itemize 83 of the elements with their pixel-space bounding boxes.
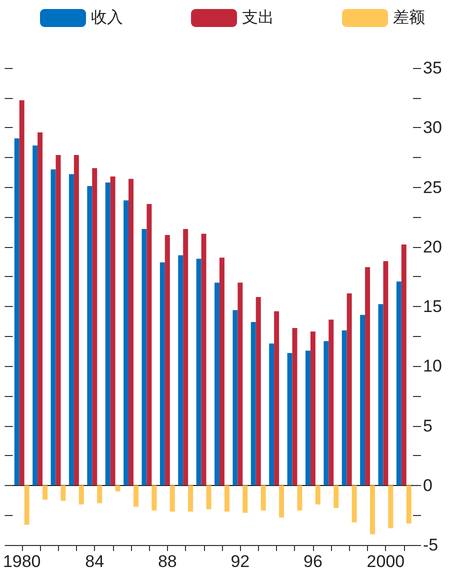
bar: [133, 485, 138, 507]
bar: [256, 296, 261, 486]
legend-label: 收入: [91, 8, 123, 26]
bar: [324, 341, 329, 486]
bar: [196, 258, 202, 486]
bar: [360, 314, 366, 486]
bar: [250, 322, 256, 486]
x-tick-label: 1980: [2, 552, 41, 571]
y-tick-label: 30: [423, 118, 442, 138]
bar: [383, 261, 388, 486]
y-tick-label: 25: [423, 178, 442, 197]
y-tick-label: 15: [423, 297, 442, 316]
bar: [105, 182, 110, 486]
bar: [50, 169, 56, 486]
bar: [346, 293, 352, 486]
bar: [287, 353, 292, 486]
bar: [68, 174, 74, 486]
y-tick-label: 10: [423, 356, 442, 376]
bar: [38, 132, 43, 486]
bar: [219, 258, 224, 486]
bar: [328, 320, 334, 486]
x-tick-label: 84: [85, 552, 104, 571]
bar: [365, 267, 370, 486]
bar: [42, 485, 48, 500]
bar: [342, 330, 347, 486]
bar: [74, 155, 79, 486]
x-tick-label: 2000: [366, 552, 405, 571]
bar: [32, 146, 38, 486]
bar: [115, 485, 120, 492]
bar: [142, 228, 147, 486]
bar: [224, 485, 230, 512]
bar: [297, 485, 302, 510]
bar: [160, 262, 165, 486]
bar: [201, 234, 206, 486]
bar: [310, 332, 316, 486]
x-tick-label: 88: [158, 552, 177, 571]
bar: [238, 282, 243, 486]
bar: [24, 485, 30, 525]
legend-label: 差额: [393, 8, 425, 26]
bar: [124, 200, 129, 486]
bar: [292, 328, 298, 486]
bar: [178, 255, 184, 486]
bar: [78, 485, 84, 504]
bar: [110, 176, 116, 486]
y-tick-label: 5: [423, 416, 432, 436]
bar: [279, 485, 284, 518]
bar: [334, 485, 339, 508]
bar: [56, 155, 61, 486]
bar: [128, 178, 134, 486]
bar: [188, 485, 194, 512]
bar: [269, 343, 274, 486]
bar: [315, 485, 320, 504]
bar: [214, 282, 220, 486]
y-tick-label: 0: [423, 476, 432, 495]
bar: [406, 485, 412, 524]
bar: [232, 310, 238, 486]
y-tick-label: 20: [423, 237, 442, 256]
bar: [164, 234, 170, 486]
bar: [274, 311, 280, 486]
bar: [152, 485, 157, 510]
bar: [87, 186, 92, 486]
bar: [14, 138, 20, 486]
bar: [146, 204, 152, 486]
bar: [60, 485, 66, 501]
x-tick-label: 92: [230, 552, 250, 571]
bar: [401, 244, 406, 486]
bar: [92, 168, 98, 486]
legend-label: 支出: [242, 8, 274, 26]
bar: [370, 485, 375, 534]
y-tick-label: 35: [423, 58, 442, 78]
bar: [170, 485, 175, 512]
bar: [97, 485, 102, 504]
bar: [305, 350, 310, 486]
x-tick-label: 96: [303, 552, 322, 571]
bar: [183, 228, 188, 486]
bar: [352, 485, 357, 522]
bar: [19, 100, 24, 486]
bar: [396, 281, 402, 486]
bar: [260, 485, 266, 510]
bar: [242, 485, 248, 513]
y-tick-label: -5: [423, 536, 438, 554]
bar: [378, 304, 384, 486]
bar: [388, 485, 394, 528]
